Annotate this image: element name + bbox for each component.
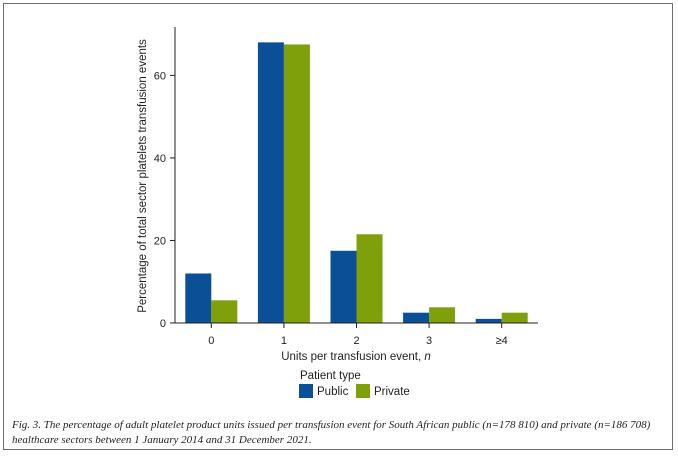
bar-public-3 (403, 312, 430, 323)
legend-label-public: Public (317, 386, 349, 398)
y-tick-label: 0 (160, 318, 166, 330)
y-tick-label: 40 (154, 153, 166, 165)
x-axis-title-text: Units per transfusion event, (281, 351, 424, 363)
x-axis-title-italic: n (424, 351, 430, 363)
legend-swatch-private (356, 384, 370, 398)
x-tick-label: 1 (281, 335, 287, 347)
bar-private-2 (356, 234, 383, 323)
y-tick-label: 20 (154, 235, 166, 247)
bar-private-3 (429, 307, 456, 323)
bar-public-1 (257, 42, 284, 324)
x-tick-label: 2 (353, 335, 359, 347)
x-tick-label: 3 (426, 335, 432, 347)
legend-label-private: Private (374, 386, 410, 398)
bar-private-0 (211, 300, 238, 323)
bar-private-1 (283, 44, 310, 323)
legend-title: Patient type (300, 370, 361, 382)
figure-caption: Fig. 3. The percentage of adult platelet… (12, 419, 651, 446)
x-tick-label: 0 (208, 335, 214, 347)
bar-public-0 (185, 273, 212, 323)
x-axis-title: Units per transfusion event, n (281, 351, 431, 363)
legend: Public Private (299, 384, 410, 398)
y-tick-label: 60 (154, 70, 166, 82)
x-axis-ticks: 0 1 2 3 ≥4 (208, 323, 508, 347)
x-tick-label: ≥4 (496, 335, 508, 347)
y-axis-ticks: 0 20 40 60 (154, 70, 175, 330)
bar-group (185, 42, 528, 324)
bar-public-4 (475, 318, 502, 323)
figure-frame (3, 3, 673, 450)
bar-private-4 (501, 312, 528, 323)
bar-public-2 (330, 250, 357, 323)
legend-swatch-public (299, 384, 313, 398)
y-axis-title: Percentage of total sector platelets tra… (137, 39, 149, 313)
